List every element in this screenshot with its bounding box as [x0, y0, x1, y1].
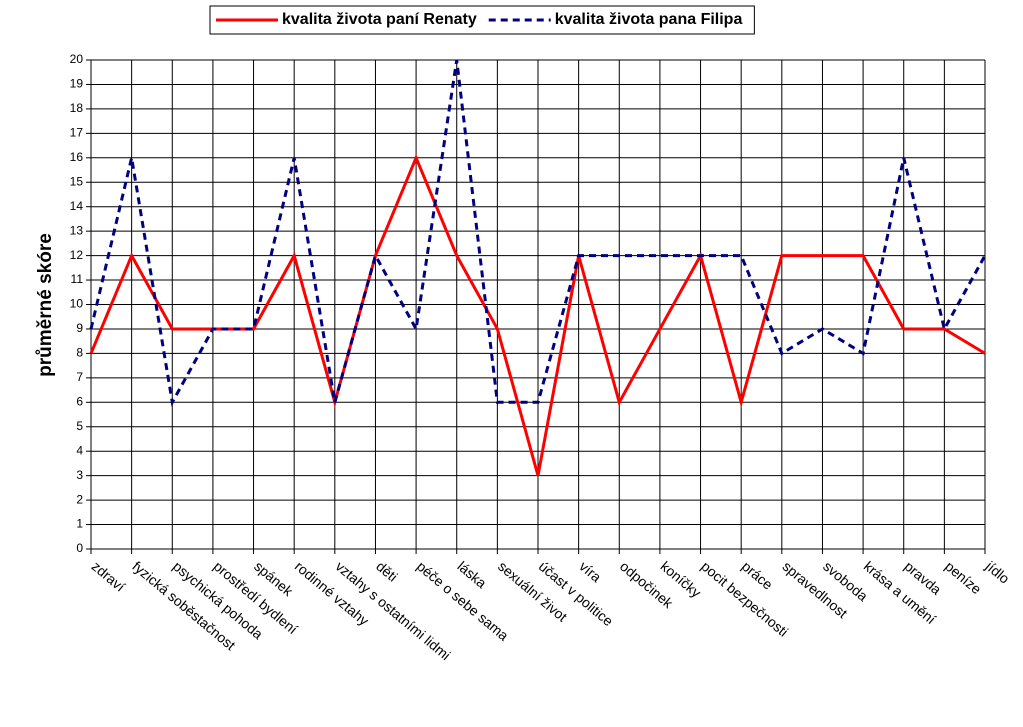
y-tick-label: 17	[70, 126, 84, 140]
y-tick-label: 5	[76, 419, 83, 433]
y-tick-label: 8	[76, 346, 83, 360]
x-tick-label: zdraví	[89, 558, 129, 595]
y-tick-label: 18	[70, 101, 84, 115]
y-tick-label: 14	[70, 199, 84, 213]
y-tick-label: 6	[76, 394, 83, 408]
y-tick-label: 15	[70, 174, 84, 188]
y-axis-label: průměrné skóre	[35, 233, 56, 377]
y-tick-label: 2	[76, 492, 83, 506]
x-tick-label: láska	[454, 558, 489, 591]
legend-label: kvalita života paní Renaty	[282, 11, 477, 28]
x-tick-label: děti	[373, 558, 401, 585]
y-tick-label: 10	[70, 297, 84, 311]
y-tick-label: 3	[76, 468, 83, 482]
x-tick-label: peníze	[942, 558, 985, 597]
y-tick-label: 19	[70, 77, 84, 91]
y-tick-label: 9	[76, 321, 83, 335]
y-tick-label: 0	[76, 541, 83, 555]
x-tick-label: krása a umění	[861, 558, 939, 627]
y-tick-label: 12	[70, 248, 84, 262]
y-tick-label: 11	[71, 272, 84, 286]
x-tick-label: jídlo	[982, 557, 1013, 587]
x-tick-label: víra	[576, 558, 604, 585]
y-tick-label: 7	[76, 370, 83, 384]
legend-label: kvalita života pana Filipa	[555, 11, 743, 28]
x-tick-label: rodinné vztahy	[292, 558, 372, 629]
series-line	[89, 59, 987, 407]
y-tick-label: 16	[70, 150, 84, 164]
legend-box	[209, 5, 755, 35]
y-tick-label: 4	[76, 443, 83, 457]
y-tick-label: 13	[70, 223, 84, 237]
y-tick-label: 1	[76, 517, 83, 531]
y-tick-label: 20	[70, 52, 84, 66]
